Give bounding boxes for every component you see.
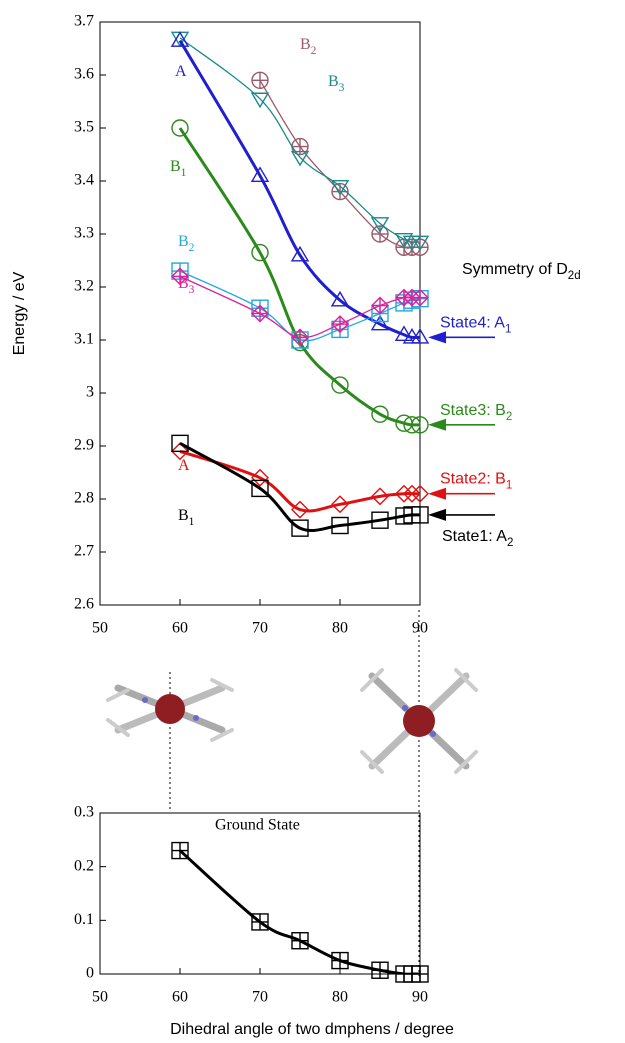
state-label-sub: 1 [505, 323, 511, 335]
y-axis-title: Energy / eV [11, 271, 28, 355]
series-label: B2 [178, 233, 195, 254]
state-label-sub: 2 [506, 411, 512, 423]
x-tick-label: 70 [252, 989, 268, 1006]
state-label-sub: 1 [506, 480, 512, 492]
series-line [180, 128, 420, 425]
y-tick-label: 3.2 [74, 278, 94, 295]
series-label-main: B [178, 275, 189, 292]
x-tick-label: 50 [92, 620, 108, 637]
y-tick-label: 3.5 [74, 119, 94, 136]
state-label: State2: B1 [440, 471, 512, 492]
y-tick-label: 2.7 [74, 543, 94, 560]
y-tick-label: 0.2 [74, 857, 94, 874]
marker [412, 966, 428, 982]
x-axis-title: Dihedral angle of two dmphens / degree [170, 1021, 454, 1038]
y-tick-label: 0.3 [74, 804, 94, 821]
x-tick-label: 70 [252, 620, 268, 637]
marker-part [172, 120, 188, 136]
state-arrowhead [428, 331, 446, 343]
y-tick-label: 3.1 [74, 331, 94, 348]
x-tick-label: 50 [92, 989, 108, 1006]
x-tick-label: 60 [172, 620, 188, 637]
state-label-main: State3: B [440, 402, 506, 419]
y-tick-label: 3.6 [74, 66, 94, 83]
x-tick-label: 90 [412, 989, 428, 1006]
marker [172, 120, 188, 136]
series-label-sub: 2 [311, 45, 317, 57]
series-line [180, 851, 420, 975]
marker [252, 72, 268, 88]
series-label-sub: 2 [189, 242, 195, 254]
y-tick-label: 0 [86, 965, 94, 982]
state-label-main: State4: A [440, 315, 505, 332]
marker [292, 933, 308, 949]
y-tick-label: 2.8 [74, 490, 94, 507]
x-tick-label: 80 [332, 620, 348, 637]
symmetry-label-main: Symmetry of D [462, 261, 568, 278]
series-label-main: A [175, 63, 187, 80]
state-arrowhead [428, 419, 446, 431]
series-label-main: B [170, 158, 181, 175]
series-label: B3 [178, 275, 195, 296]
figure: 2.6 2.7 2.8 2.9 3 3.1 3.2 3.3 3.4 3.5 3.6 3.7 50 60 70… [0, 0, 625, 1043]
annotation: Ground State [215, 817, 300, 834]
x-tick-label: 80 [332, 989, 348, 1006]
series-label: B1 [178, 507, 195, 528]
marker [172, 32, 188, 46]
series-label-sub: 3 [189, 284, 195, 296]
series-label: B2 [300, 36, 317, 57]
y-tick-label: 3.7 [74, 13, 94, 30]
series-label: B3 [328, 73, 345, 94]
series-label-sub: 3 [339, 82, 345, 94]
series-label-sub: 1 [181, 167, 187, 179]
marker-part [172, 32, 188, 46]
state-label-main: State1: A [442, 528, 507, 545]
series-label-main: B [328, 73, 339, 90]
state-label-main: State2: B [440, 471, 506, 488]
series-label-main: A [178, 457, 190, 474]
series-label-main: B [178, 233, 189, 250]
marker [172, 33, 188, 47]
y-tick-label: 3 [86, 384, 94, 401]
state-label: State3: B2 [440, 402, 512, 423]
series-label-main: B [178, 507, 189, 524]
series-label-sub: 1 [189, 516, 195, 528]
y-tick-label: 3.3 [74, 225, 94, 242]
state-label: State4: A1 [440, 315, 511, 336]
x-tick-label: 60 [172, 989, 188, 1006]
y-tick-label: 3.4 [74, 172, 94, 189]
marker [372, 962, 388, 978]
y-tick-label: 0.1 [74, 911, 94, 928]
plot-frame [100, 813, 420, 974]
marker [332, 953, 348, 969]
symmetry-label: Symmetry of D2d [462, 261, 581, 282]
series-label-main: B [300, 36, 311, 53]
series-label: A [178, 457, 190, 474]
series-label: A [175, 63, 187, 80]
y-tick-label: 2.9 [74, 437, 94, 454]
state-label-sub: 2 [507, 537, 513, 549]
marker-part [172, 33, 188, 47]
state-arrowhead [428, 488, 446, 500]
state-label: State1: A2 [442, 528, 513, 549]
y-tick-label: 2.6 [74, 596, 94, 613]
state-arrowhead [428, 509, 446, 521]
symmetry-label-sub: 2d [568, 270, 581, 282]
series-label: B1 [170, 158, 187, 179]
x-tick-label: 90 [412, 620, 428, 637]
